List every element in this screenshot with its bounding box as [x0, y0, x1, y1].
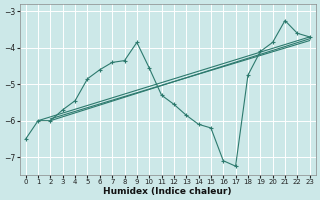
X-axis label: Humidex (Indice chaleur): Humidex (Indice chaleur) [103, 187, 232, 196]
